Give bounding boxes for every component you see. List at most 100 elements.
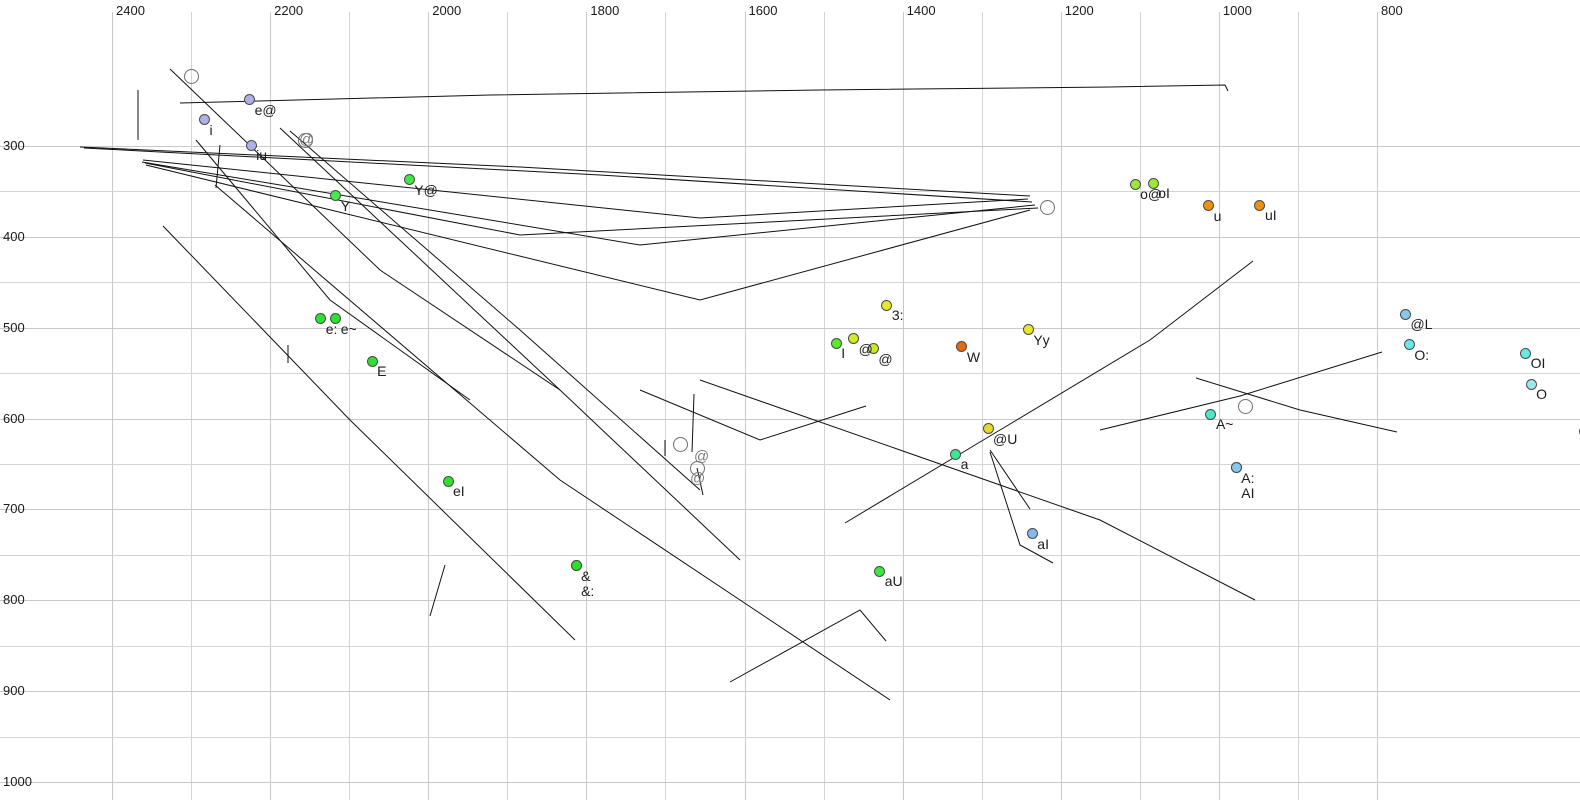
x-gridline-minor [191, 12, 193, 800]
data-point-marker[interactable] [1399, 308, 1411, 320]
data-point-marker[interactable] [403, 174, 415, 186]
data-point-marker[interactable] [199, 114, 210, 126]
ghost-marker-ring-5 [1039, 199, 1055, 215]
x-tick-label: 1000 [1222, 3, 1252, 18]
data-point-label: A: [1241, 469, 1255, 486]
data-point-label: Y@ [414, 181, 438, 198]
data-point-marker[interactable] [330, 313, 342, 325]
data-point-marker[interactable] [442, 475, 454, 487]
data-point-label: a [960, 456, 969, 472]
data-point-label: @U [993, 430, 1018, 447]
y-gridline-major [0, 236, 1580, 238]
data-point-marker[interactable] [848, 333, 860, 345]
y-gridline-minor [0, 464, 1580, 465]
data-point-label: @ [858, 340, 873, 357]
data-point-label: W [966, 348, 981, 365]
x-gridline-minor [981, 12, 983, 800]
y-gridline-minor [0, 373, 1580, 375]
ghost-label-at-2: @ [690, 470, 706, 487]
x-gridline-major [1218, 12, 1220, 800]
data-point-label: iu [256, 147, 268, 164]
data-point-marker[interactable] [315, 313, 327, 325]
y-gridline-major [0, 600, 1580, 602]
y-tick-label: 800 [3, 592, 25, 608]
x-gridline-major [1377, 12, 1378, 800]
data-point-marker[interactable] [1403, 339, 1415, 351]
y-gridline-major [0, 418, 1580, 420]
data-point-label: oI [1158, 185, 1170, 202]
x-gridline-minor [1139, 12, 1141, 800]
data-point-label: O: [1414, 346, 1430, 363]
ghost-marker-ring-1 [672, 436, 688, 452]
data-point-label: OI [1530, 355, 1546, 372]
data-point-marker[interactable] [245, 139, 257, 151]
data-point-label: aU [884, 573, 903, 590]
data-point-label: I [841, 345, 846, 362]
data-point-label: e: [325, 320, 338, 337]
data-point-marker[interactable] [982, 423, 994, 435]
data-point-marker[interactable] [950, 448, 962, 460]
y-tick-label: 600 [3, 410, 25, 426]
y-gridline-major [0, 782, 1580, 783]
data-point-marker[interactable] [366, 355, 378, 367]
data-point-label: A~ [1215, 416, 1234, 433]
data-point-marker[interactable] [1205, 408, 1217, 420]
data-point-marker[interactable] [244, 94, 256, 106]
data-point-label: O [1536, 386, 1548, 403]
data-point-label: Yy [1033, 331, 1050, 348]
data-point-marker[interactable] [1525, 378, 1537, 390]
x-gridline-major [744, 12, 746, 800]
y-tick-label: 1000 [3, 774, 32, 789]
data-point-marker[interactable] [1129, 178, 1141, 190]
y-tick-label: 400 [3, 228, 25, 244]
data-point-marker[interactable] [1230, 462, 1242, 474]
y-tick-label: 300 [3, 138, 25, 153]
data-point-marker[interactable] [881, 299, 893, 311]
x-gridline-major [112, 12, 113, 800]
data-point-marker[interactable] [1022, 324, 1034, 336]
y-gridline-major [0, 327, 1580, 329]
data-point-marker[interactable] [1203, 200, 1215, 212]
y-gridline-major [0, 509, 1580, 511]
ghost-marker-ring-4 [183, 68, 199, 84]
x-tick-label: 800 [1381, 3, 1403, 18]
data-point-marker[interactable] [874, 565, 886, 577]
data-point-marker[interactable] [830, 337, 842, 349]
data-point-label: @L [1410, 316, 1433, 333]
x-tick-label: 2000 [432, 3, 462, 18]
ghost-label-at-3: @ [299, 131, 315, 148]
data-point-marker[interactable] [1026, 528, 1038, 540]
y-gridline-major [0, 146, 1580, 147]
x-tick-label: 2200 [274, 3, 304, 18]
data-point-marker[interactable] [330, 190, 342, 202]
data-point-label: eI [453, 483, 465, 500]
ghost-marker-ring-6 [1237, 398, 1253, 414]
x-tick-label: 1200 [1064, 3, 1094, 18]
data-point-label: o@ [1140, 186, 1163, 203]
data-point-marker[interactable] [956, 341, 968, 353]
data-point-label: AI [1241, 484, 1255, 501]
x-tick-label: 1800 [590, 3, 620, 18]
data-point-label: E [377, 363, 387, 380]
x-gridline-minor [507, 12, 509, 800]
data-point-label: &: [581, 582, 595, 599]
x-tick-label: 1600 [748, 3, 778, 18]
y-gridline-major [0, 691, 1580, 693]
data-point-marker[interactable] [570, 560, 582, 572]
x-gridline-major [586, 12, 588, 800]
data-point-marker[interactable] [1254, 199, 1266, 211]
y-gridline-minor [0, 554, 1580, 556]
data-point-marker[interactable] [1147, 177, 1159, 189]
data-point-label: @ [878, 350, 893, 367]
data-point-label: & [581, 567, 591, 584]
x-gridline-minor [349, 12, 351, 800]
data-point-marker[interactable] [867, 343, 879, 355]
data-point-marker[interactable] [1520, 347, 1532, 359]
ghost-marker-ring-2 [689, 460, 705, 476]
y-tick-label: 900 [3, 683, 25, 699]
data-point-label: e@ [254, 101, 277, 118]
